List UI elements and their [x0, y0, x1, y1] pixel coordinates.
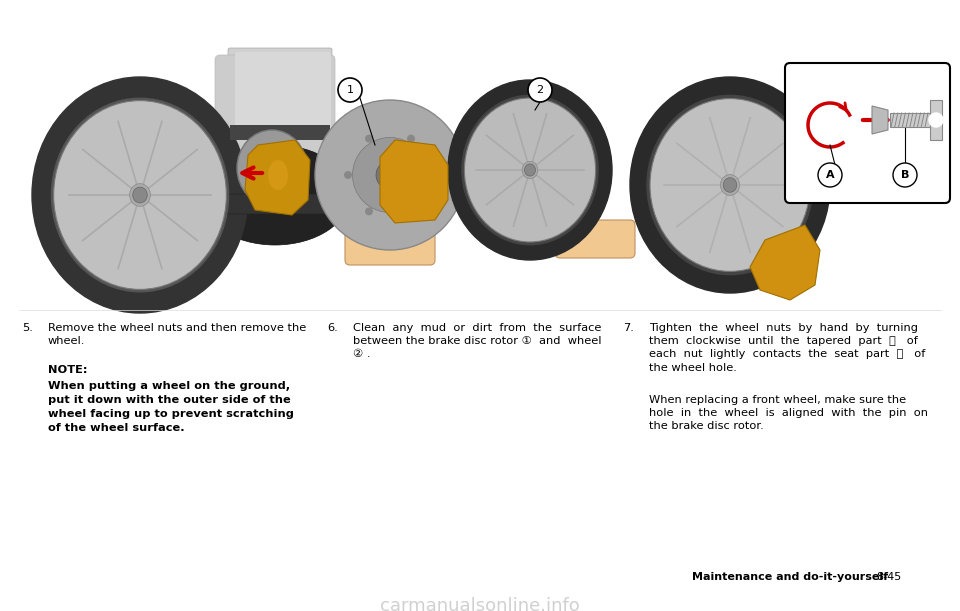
- Text: Clean  any  mud  or  dirt  from  the  surface
between the brake disc rotor ①  an: Clean any mud or dirt from the surface b…: [353, 323, 602, 359]
- Text: B: B: [900, 170, 909, 180]
- Ellipse shape: [237, 130, 307, 206]
- Ellipse shape: [365, 134, 373, 142]
- Circle shape: [929, 113, 943, 127]
- Text: 8-45: 8-45: [876, 572, 901, 582]
- FancyBboxPatch shape: [215, 55, 335, 205]
- Ellipse shape: [462, 95, 598, 244]
- Ellipse shape: [130, 184, 151, 207]
- FancyBboxPatch shape: [227, 194, 329, 214]
- Text: 5.: 5.: [22, 323, 33, 333]
- Ellipse shape: [263, 158, 281, 178]
- Text: Maintenance and do-it-yourself: Maintenance and do-it-yourself: [692, 572, 888, 582]
- Circle shape: [338, 78, 362, 102]
- Ellipse shape: [200, 145, 350, 245]
- Polygon shape: [380, 140, 448, 223]
- Ellipse shape: [32, 77, 248, 313]
- Ellipse shape: [268, 160, 288, 190]
- Ellipse shape: [52, 98, 228, 292]
- Polygon shape: [872, 106, 888, 134]
- Ellipse shape: [522, 161, 538, 178]
- Text: Remove the wheel nuts and then remove the
wheel.: Remove the wheel nuts and then remove th…: [48, 323, 306, 346]
- Ellipse shape: [344, 171, 352, 179]
- Ellipse shape: [524, 164, 536, 176]
- Polygon shape: [245, 140, 310, 215]
- Ellipse shape: [465, 98, 595, 242]
- Circle shape: [893, 163, 917, 187]
- Ellipse shape: [650, 98, 810, 271]
- FancyBboxPatch shape: [890, 113, 932, 127]
- Ellipse shape: [428, 171, 436, 179]
- Ellipse shape: [315, 100, 465, 250]
- Ellipse shape: [365, 207, 373, 215]
- Ellipse shape: [407, 134, 415, 142]
- FancyBboxPatch shape: [235, 52, 331, 138]
- Ellipse shape: [448, 80, 612, 260]
- Ellipse shape: [720, 175, 739, 196]
- Text: 2: 2: [537, 85, 543, 95]
- Ellipse shape: [630, 77, 830, 293]
- FancyBboxPatch shape: [228, 48, 332, 112]
- Text: carmanualsonline.info: carmanualsonline.info: [380, 597, 580, 611]
- Text: 6.: 6.: [327, 323, 338, 333]
- FancyBboxPatch shape: [555, 220, 635, 258]
- Ellipse shape: [132, 187, 147, 203]
- Ellipse shape: [54, 101, 227, 290]
- Text: When replacing a front wheel, make sure the
hole  in  the  wheel  is  aligned  w: When replacing a front wheel, make sure …: [649, 395, 928, 431]
- Text: Tighten  the  wheel  nuts  by  hand  by  turning
them  clockwise  until  the  ta: Tighten the wheel nuts by hand by turnin…: [649, 323, 925, 373]
- FancyBboxPatch shape: [930, 100, 942, 140]
- Text: When putting a wheel on the ground,
put it down with the outer side of the
wheel: When putting a wheel on the ground, put …: [48, 381, 294, 433]
- FancyBboxPatch shape: [230, 125, 330, 140]
- Text: NOTE:: NOTE:: [48, 365, 87, 375]
- Ellipse shape: [252, 146, 292, 190]
- Ellipse shape: [723, 178, 736, 192]
- Ellipse shape: [376, 161, 404, 189]
- FancyBboxPatch shape: [785, 63, 950, 203]
- Circle shape: [818, 163, 842, 187]
- Ellipse shape: [647, 95, 813, 274]
- Text: 1: 1: [347, 85, 353, 95]
- Ellipse shape: [352, 137, 427, 213]
- FancyBboxPatch shape: [345, 225, 435, 265]
- Ellipse shape: [407, 207, 415, 215]
- Polygon shape: [750, 225, 820, 300]
- Circle shape: [528, 78, 552, 102]
- Text: A: A: [826, 170, 834, 180]
- Text: 7.: 7.: [623, 323, 634, 333]
